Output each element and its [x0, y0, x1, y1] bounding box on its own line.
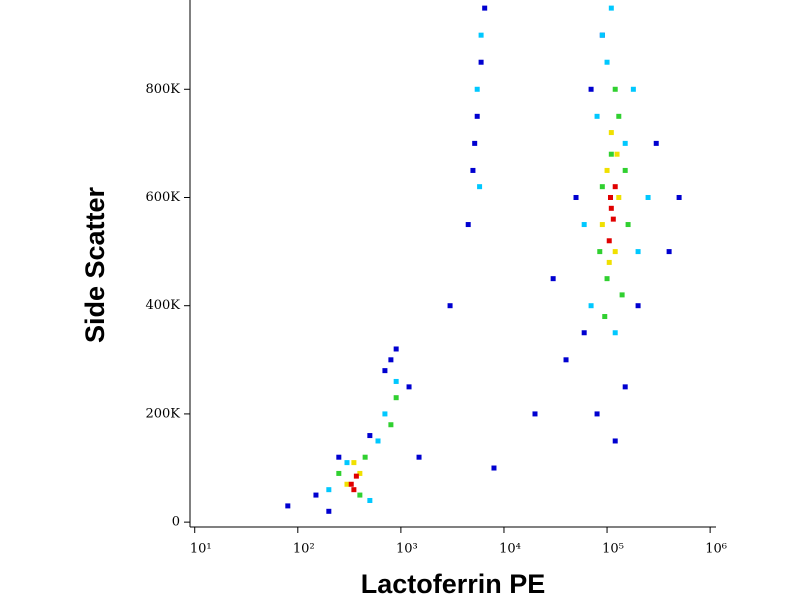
point	[614, 151, 620, 157]
point	[388, 422, 394, 428]
point	[594, 113, 600, 119]
point	[344, 481, 350, 487]
point	[599, 184, 605, 190]
point	[608, 151, 614, 157]
point	[477, 184, 483, 190]
y-tick-label: 800K	[145, 82, 180, 97]
point	[581, 222, 587, 228]
point	[465, 222, 471, 228]
point	[326, 508, 332, 514]
point	[563, 357, 569, 363]
point	[612, 249, 618, 255]
point	[348, 481, 354, 487]
point	[622, 167, 628, 173]
point	[351, 460, 357, 466]
point	[326, 487, 332, 493]
point	[608, 130, 614, 136]
point	[606, 259, 612, 265]
point	[616, 113, 622, 119]
point	[616, 194, 622, 200]
point	[470, 167, 476, 173]
y-tick-label: 400K	[145, 298, 180, 313]
point	[447, 303, 453, 309]
point	[604, 276, 610, 282]
point	[610, 216, 616, 222]
y-tick-label: 600K	[145, 190, 180, 205]
point	[604, 167, 610, 173]
point	[606, 238, 612, 244]
point	[474, 86, 480, 92]
point	[336, 470, 342, 476]
point	[344, 460, 350, 466]
point	[597, 249, 603, 255]
x-tick-label: 10³	[396, 542, 418, 557]
point	[362, 454, 368, 460]
point	[608, 205, 614, 211]
point	[393, 346, 399, 352]
point	[635, 303, 641, 309]
point	[474, 113, 480, 119]
x-tick-label: 10²	[293, 542, 315, 557]
point	[612, 86, 618, 92]
point	[622, 384, 628, 390]
point	[532, 411, 538, 417]
x-tick-label: 10⁶	[705, 542, 727, 557]
point	[382, 411, 388, 417]
point	[393, 395, 399, 401]
point	[599, 222, 605, 228]
point	[313, 492, 319, 498]
point	[594, 411, 600, 417]
point	[588, 303, 594, 309]
point	[625, 222, 631, 228]
point	[602, 314, 608, 320]
point	[393, 378, 399, 384]
point	[630, 86, 636, 92]
point	[351, 487, 357, 493]
point	[645, 194, 651, 200]
point	[653, 140, 659, 146]
point	[285, 503, 291, 509]
point	[357, 492, 363, 498]
x-tick-label: 10¹	[190, 542, 212, 557]
point	[357, 470, 363, 476]
point	[388, 357, 394, 363]
point	[416, 454, 422, 460]
point	[573, 194, 579, 200]
point	[336, 454, 342, 460]
x-tick-label: 10⁴	[499, 542, 521, 557]
y-tick-label: 200K	[145, 406, 180, 421]
y-axis-title: Side Scatter	[80, 186, 110, 343]
point	[622, 140, 628, 146]
point	[666, 249, 672, 255]
point	[581, 330, 587, 336]
point	[612, 330, 618, 336]
point	[608, 5, 614, 11]
point	[635, 249, 641, 255]
point	[478, 32, 484, 38]
point	[612, 184, 618, 190]
point	[550, 276, 556, 282]
point	[491, 465, 497, 471]
point	[482, 5, 488, 11]
point	[353, 473, 359, 479]
point	[406, 384, 412, 390]
point	[619, 292, 625, 298]
point	[382, 368, 388, 374]
point	[472, 140, 478, 146]
point	[604, 59, 610, 65]
x-tick-label: 10⁵	[602, 542, 624, 557]
point	[375, 438, 381, 444]
point	[676, 194, 682, 200]
point	[588, 86, 594, 92]
point	[612, 438, 618, 444]
point	[478, 59, 484, 65]
point	[599, 32, 605, 38]
point	[607, 194, 613, 200]
y-tick-label: 0	[172, 515, 180, 530]
point	[367, 497, 373, 503]
point	[367, 433, 373, 439]
x-axis-title: Lactoferrin PE	[361, 569, 546, 599]
